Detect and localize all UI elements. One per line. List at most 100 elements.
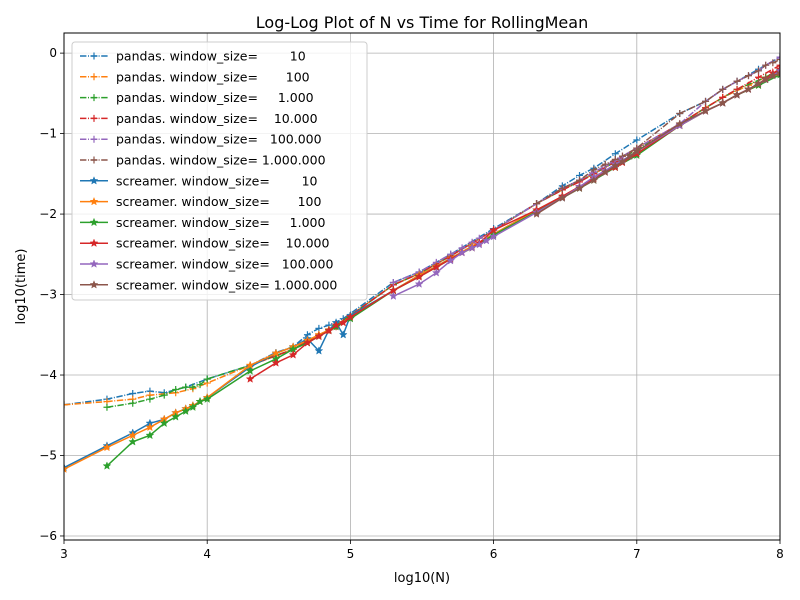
y-axis-label: log10(time) [14,249,29,325]
data-point [245,366,255,375]
data-point [702,97,710,105]
data-point [762,61,770,69]
y-tick-label: −3 [39,288,57,302]
data-point [271,358,281,367]
legend-label: pandas. window_size= 10 [116,49,306,64]
data-point [160,391,168,399]
data-point [489,231,499,241]
data-point [314,346,324,355]
data-point [768,70,778,80]
legend-marker [90,52,98,60]
y-tick-label: −6 [39,529,57,543]
legend-label: screamer. window_size= 10.000 [116,236,329,251]
data-point [195,396,205,406]
y-tick-label: −5 [39,449,57,463]
x-axis-label: log10(N) [394,571,450,586]
data-point [457,247,467,257]
data-point [64,464,69,473]
series-layer [64,53,780,473]
data-point [557,193,567,202]
data-point [182,383,190,391]
data-point [776,61,780,69]
data-point [431,268,441,277]
series-11 [532,68,780,218]
x-tick-label: 4 [203,547,211,561]
legend-box [71,41,368,301]
data-point [446,256,456,265]
data-point [755,67,763,75]
data-point [145,430,155,440]
legend-label: pandas. window_size= 1.000.000 [116,153,326,168]
data-point [345,312,355,321]
data-point [676,109,684,117]
legend-marker [90,114,98,122]
data-point [718,98,728,107]
legend-marker [89,217,99,227]
data-point [314,331,324,341]
data-point [145,422,155,432]
data-point [776,56,780,64]
legend-marker [89,259,99,268]
data-point [632,146,642,156]
data-point [481,235,491,245]
data-point [754,78,763,88]
data-point [172,386,180,394]
legend-marker [90,135,98,143]
data-point [600,167,610,177]
data-point [103,403,111,411]
x-tick-label: 7 [633,547,641,561]
data-point [245,374,255,383]
data-point [331,320,341,329]
legend-marker [89,238,99,248]
legend-label: pandas. window_size= 100.000 [116,132,322,147]
data-point [389,278,397,286]
data-point [610,161,620,170]
data-point [171,412,181,421]
legend-label: pandas. window_size= 1.000 [116,90,314,105]
y-tick-label: −2 [39,207,57,221]
x-tick-label: 3 [60,547,68,561]
data-point [129,399,137,407]
legend-marker [90,156,98,164]
legend: pandas. window_size= 10 pandas. window_si… [71,41,368,301]
legend-label: screamer. window_size= 1.000.000 [116,277,337,292]
data-point [775,68,780,78]
series-line [393,56,780,284]
data-point [102,442,112,452]
ticks: 3 4 5 6 7 8 0 −1 −2 −3 −4 −5 −6 [39,46,784,561]
legend-marker [90,94,98,102]
data-point [338,318,348,327]
legend-label: screamer. window_size= 1.000 [116,215,325,230]
data-point [189,383,197,391]
legend-label: pandas. window_size= 100 [116,69,310,84]
data-point [761,74,771,84]
legend-marker [89,280,99,289]
data-point [324,326,334,335]
data-point [202,394,212,403]
data-point [203,375,211,383]
data-point [288,350,298,359]
data-point [675,119,685,128]
legend-label: screamer. window_size= 100 [116,194,322,209]
x-tick-label: 6 [490,547,498,561]
data-point [744,84,753,94]
data-point [388,291,398,300]
y-tick-label: −4 [39,368,57,382]
data-point [558,184,566,192]
data-point [474,239,484,249]
data-point [338,330,348,339]
data-point [732,90,742,99]
y-tick-label: 0 [49,46,57,60]
data-point [467,243,477,252]
data-point [776,53,780,61]
data-point [532,209,542,218]
data-point [590,166,598,174]
legend-marker [89,196,99,206]
data-point [302,338,312,347]
series-5 [533,56,780,208]
legend-label: pandas. window_size= 10.000 [116,111,318,126]
data-point [196,381,204,389]
legend-label: screamer. window_size= 10 [116,173,318,188]
data-point [128,437,138,446]
